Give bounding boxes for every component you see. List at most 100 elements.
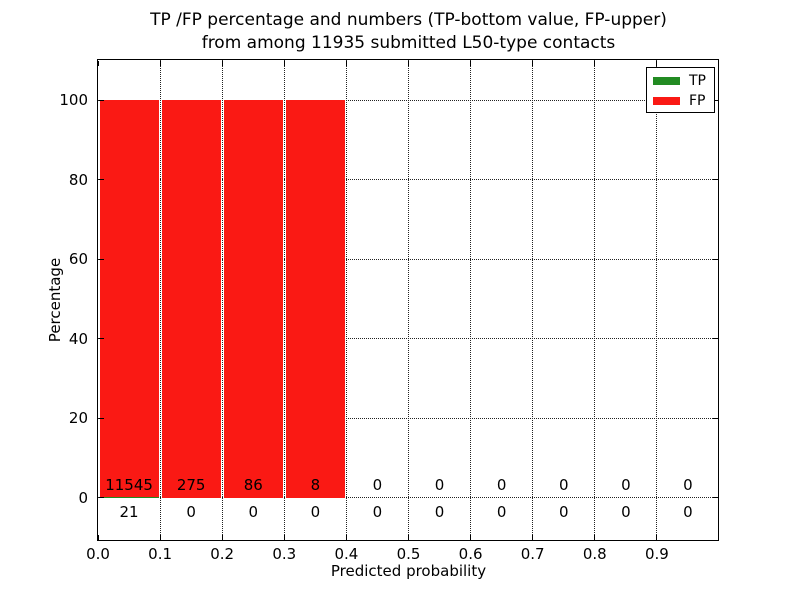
chart-title-line2: from among 11935 submitted L50-type cont… [201, 33, 616, 53]
x-tick-label-0.6: 0.6 [458, 545, 483, 563]
fp-count-bin1: 275 [176, 476, 206, 494]
tp-count-bin1: 0 [186, 503, 196, 521]
gridline-x-0.9 [656, 60, 658, 541]
chart-title: TP /FP percentage and numbers (TP-bottom… [98, 9, 719, 55]
fp-count-bin7: 0 [558, 476, 569, 494]
x-tick-bottom-0.4 [345, 535, 347, 540]
x-axis-label: Predicted probability [330, 562, 487, 580]
bar-fp-bin2 [224, 100, 284, 498]
x-tick-label-0.8: 0.8 [582, 545, 607, 563]
gridline-y-20 [98, 417, 719, 419]
tp-count-bin8: 0 [621, 503, 631, 521]
x-tick-label-0.9: 0.9 [644, 545, 669, 563]
y-tick-label-80: 80 [68, 170, 88, 189]
gridline-x-0.5 [408, 60, 409, 541]
bar-tp-bin0 [100, 496, 160, 498]
tp-count-bin4: 0 [372, 503, 383, 521]
gridline-x-0.7 [532, 60, 534, 541]
gridline-x-0.3 [283, 60, 285, 541]
gridline-x-0.1 [159, 60, 161, 541]
x-tick-top-0.1 [159, 61, 161, 66]
x-tick-bottom-0.7 [532, 535, 534, 540]
gridline-y-60 [98, 258, 719, 260]
legend-item-tp: TP [647, 71, 714, 91]
y-tick-label-0: 0 [78, 488, 88, 507]
legend-swatch-tp [653, 77, 680, 85]
gridline-x-0.6 [470, 60, 472, 541]
gridline-x-0.8 [594, 60, 596, 541]
fp-count-bin9: 0 [683, 476, 693, 494]
x-tick-label-0.3: 0.3 [272, 545, 297, 563]
y-tick-left-100 [99, 99, 104, 101]
x-tick-bottom-0.6 [470, 535, 472, 540]
fp-count-bin0: 11545 [105, 476, 153, 494]
x-tick-label-0.7: 0.7 [520, 545, 545, 563]
legend-swatch-fp [653, 97, 680, 105]
y-tick-right-80 [713, 179, 718, 180]
y-tick-label-100: 100 [59, 91, 88, 109]
y-tick-right-40 [713, 338, 718, 339]
x-tick-top-0.3 [283, 61, 285, 66]
tp-count-bin5: 0 [434, 503, 445, 521]
tp-count-bin3: 0 [310, 503, 321, 521]
fp-count-bin6: 0 [496, 476, 507, 494]
x-tick-bottom-0.9 [656, 535, 658, 540]
legend-label-tp: TP [689, 73, 706, 89]
y-tick-left-80 [99, 179, 104, 180]
gridline-y-80 [98, 179, 719, 180]
gridline-y-0 [98, 497, 719, 498]
x-tick-top-0.5 [408, 61, 409, 66]
x-tick-label-0.5: 0.5 [396, 545, 421, 563]
x-tick-label-0.4: 0.4 [334, 545, 359, 563]
fp-count-bin5: 0 [434, 476, 445, 494]
gridline-x-0.2 [221, 60, 223, 541]
y-tick-left-0 [99, 497, 104, 498]
x-tick-bottom-0.2 [221, 535, 223, 540]
x-tick-top-0.4 [345, 61, 347, 66]
x-tick-bottom-0.1 [159, 535, 161, 540]
x-tick-label-0.0: 0.0 [86, 545, 110, 563]
x-tick-top-0.8 [594, 61, 596, 66]
fp-count-bin2: 86 [243, 476, 263, 494]
legend: TP FP [646, 67, 715, 113]
chart-title-line1: TP /FP percentage and numbers (TP-bottom… [150, 10, 667, 30]
legend-item-fp: FP [647, 91, 714, 111]
y-tick-right-0 [713, 497, 718, 498]
x-tick-top-0 [97, 61, 99, 66]
x-tick-label-0.1: 0.1 [148, 545, 173, 563]
y-tick-left-60 [99, 258, 104, 260]
y-tick-left-20 [99, 417, 104, 419]
x-tick-top-0.2 [221, 61, 223, 66]
y-tick-label-40: 40 [68, 329, 88, 348]
y-tick-left-40 [99, 338, 104, 339]
tp-count-bin6: 0 [496, 503, 507, 521]
fp-count-bin8: 0 [621, 476, 631, 494]
tp-count-bin9: 0 [683, 503, 693, 521]
bar-fp-bin0 [100, 100, 160, 497]
x-tick-label-0.2: 0.2 [210, 545, 235, 563]
fp-count-bin3: 8 [310, 476, 321, 494]
y-tick-label-20: 20 [68, 409, 88, 427]
y-tick-right-100 [713, 99, 718, 101]
y-tick-label-60: 60 [68, 250, 88, 268]
gridline-y-100 [98, 99, 719, 101]
x-tick-bottom-0.3 [283, 535, 285, 540]
bar-fp-bin1 [162, 100, 222, 498]
x-tick-top-0.9 [656, 61, 658, 66]
fp-count-bin4: 0 [372, 476, 383, 494]
y-tick-right-60 [713, 258, 718, 260]
x-tick-bottom-0.8 [594, 535, 596, 540]
tp-count-bin0: 21 [119, 503, 139, 521]
gridline-x-0.4 [345, 60, 347, 541]
x-tick-top-0.7 [532, 61, 534, 66]
tp-count-bin7: 0 [558, 503, 569, 521]
bar-fp-bin3 [286, 100, 346, 498]
legend-label-fp: FP [689, 93, 706, 109]
y-tick-right-20 [713, 417, 718, 419]
tp-count-bin2: 0 [248, 503, 259, 521]
gridline-y-40 [98, 338, 719, 339]
x-tick-top-0.6 [470, 61, 472, 66]
x-tick-bottom-0 [97, 535, 99, 540]
x-tick-bottom-0.5 [408, 535, 409, 540]
